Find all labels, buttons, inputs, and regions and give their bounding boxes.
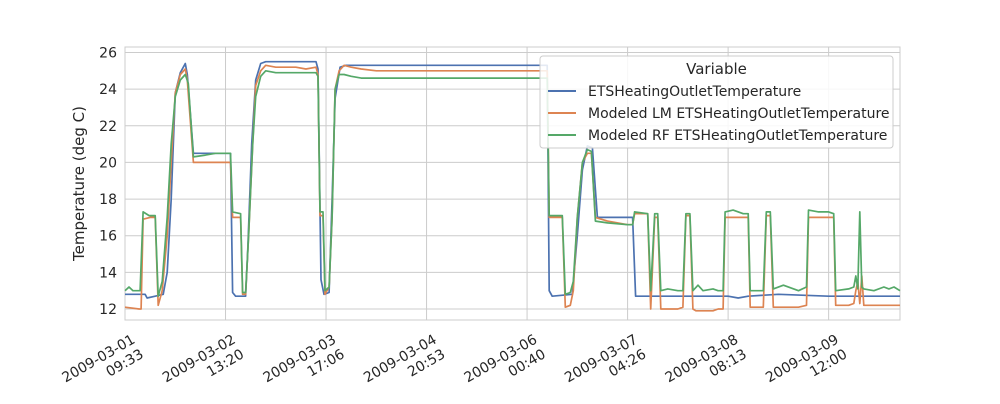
y-tick-labels: 12 14 16 18 20 22 24 26	[99, 45, 117, 318]
legend-title: Variable	[686, 60, 747, 78]
y-tick-label: 14	[99, 265, 117, 281]
y-tick-label: 18	[99, 192, 117, 208]
series-lines	[124, 60, 901, 312]
legend-label-3: Modeled RF ETSHeatingOutletTemperature	[588, 128, 887, 144]
y-tick-label: 12	[99, 302, 117, 318]
legend-items: ETSHeatingOutletTemperature Modeled LM ET…	[548, 84, 890, 144]
legend-box	[539, 55, 894, 149]
y-tick-label: 22	[99, 119, 117, 135]
series-line-3	[124, 69, 901, 298]
legend-label-1: ETSHeatingOutletTemperature	[588, 84, 801, 100]
legend: Variable ETSHeatingOutletTemperature Mode…	[539, 55, 894, 149]
y-tick-label: 20	[99, 155, 117, 171]
y-tick-label: 16	[99, 229, 117, 245]
y-axis-label: Temperature (deg C)	[70, 106, 88, 262]
y-tick-label: 24	[99, 82, 117, 98]
y-tick-label: 26	[99, 45, 117, 61]
legend-label-2: Modeled LM ETSHeatingOutletTemperature	[588, 106, 890, 122]
